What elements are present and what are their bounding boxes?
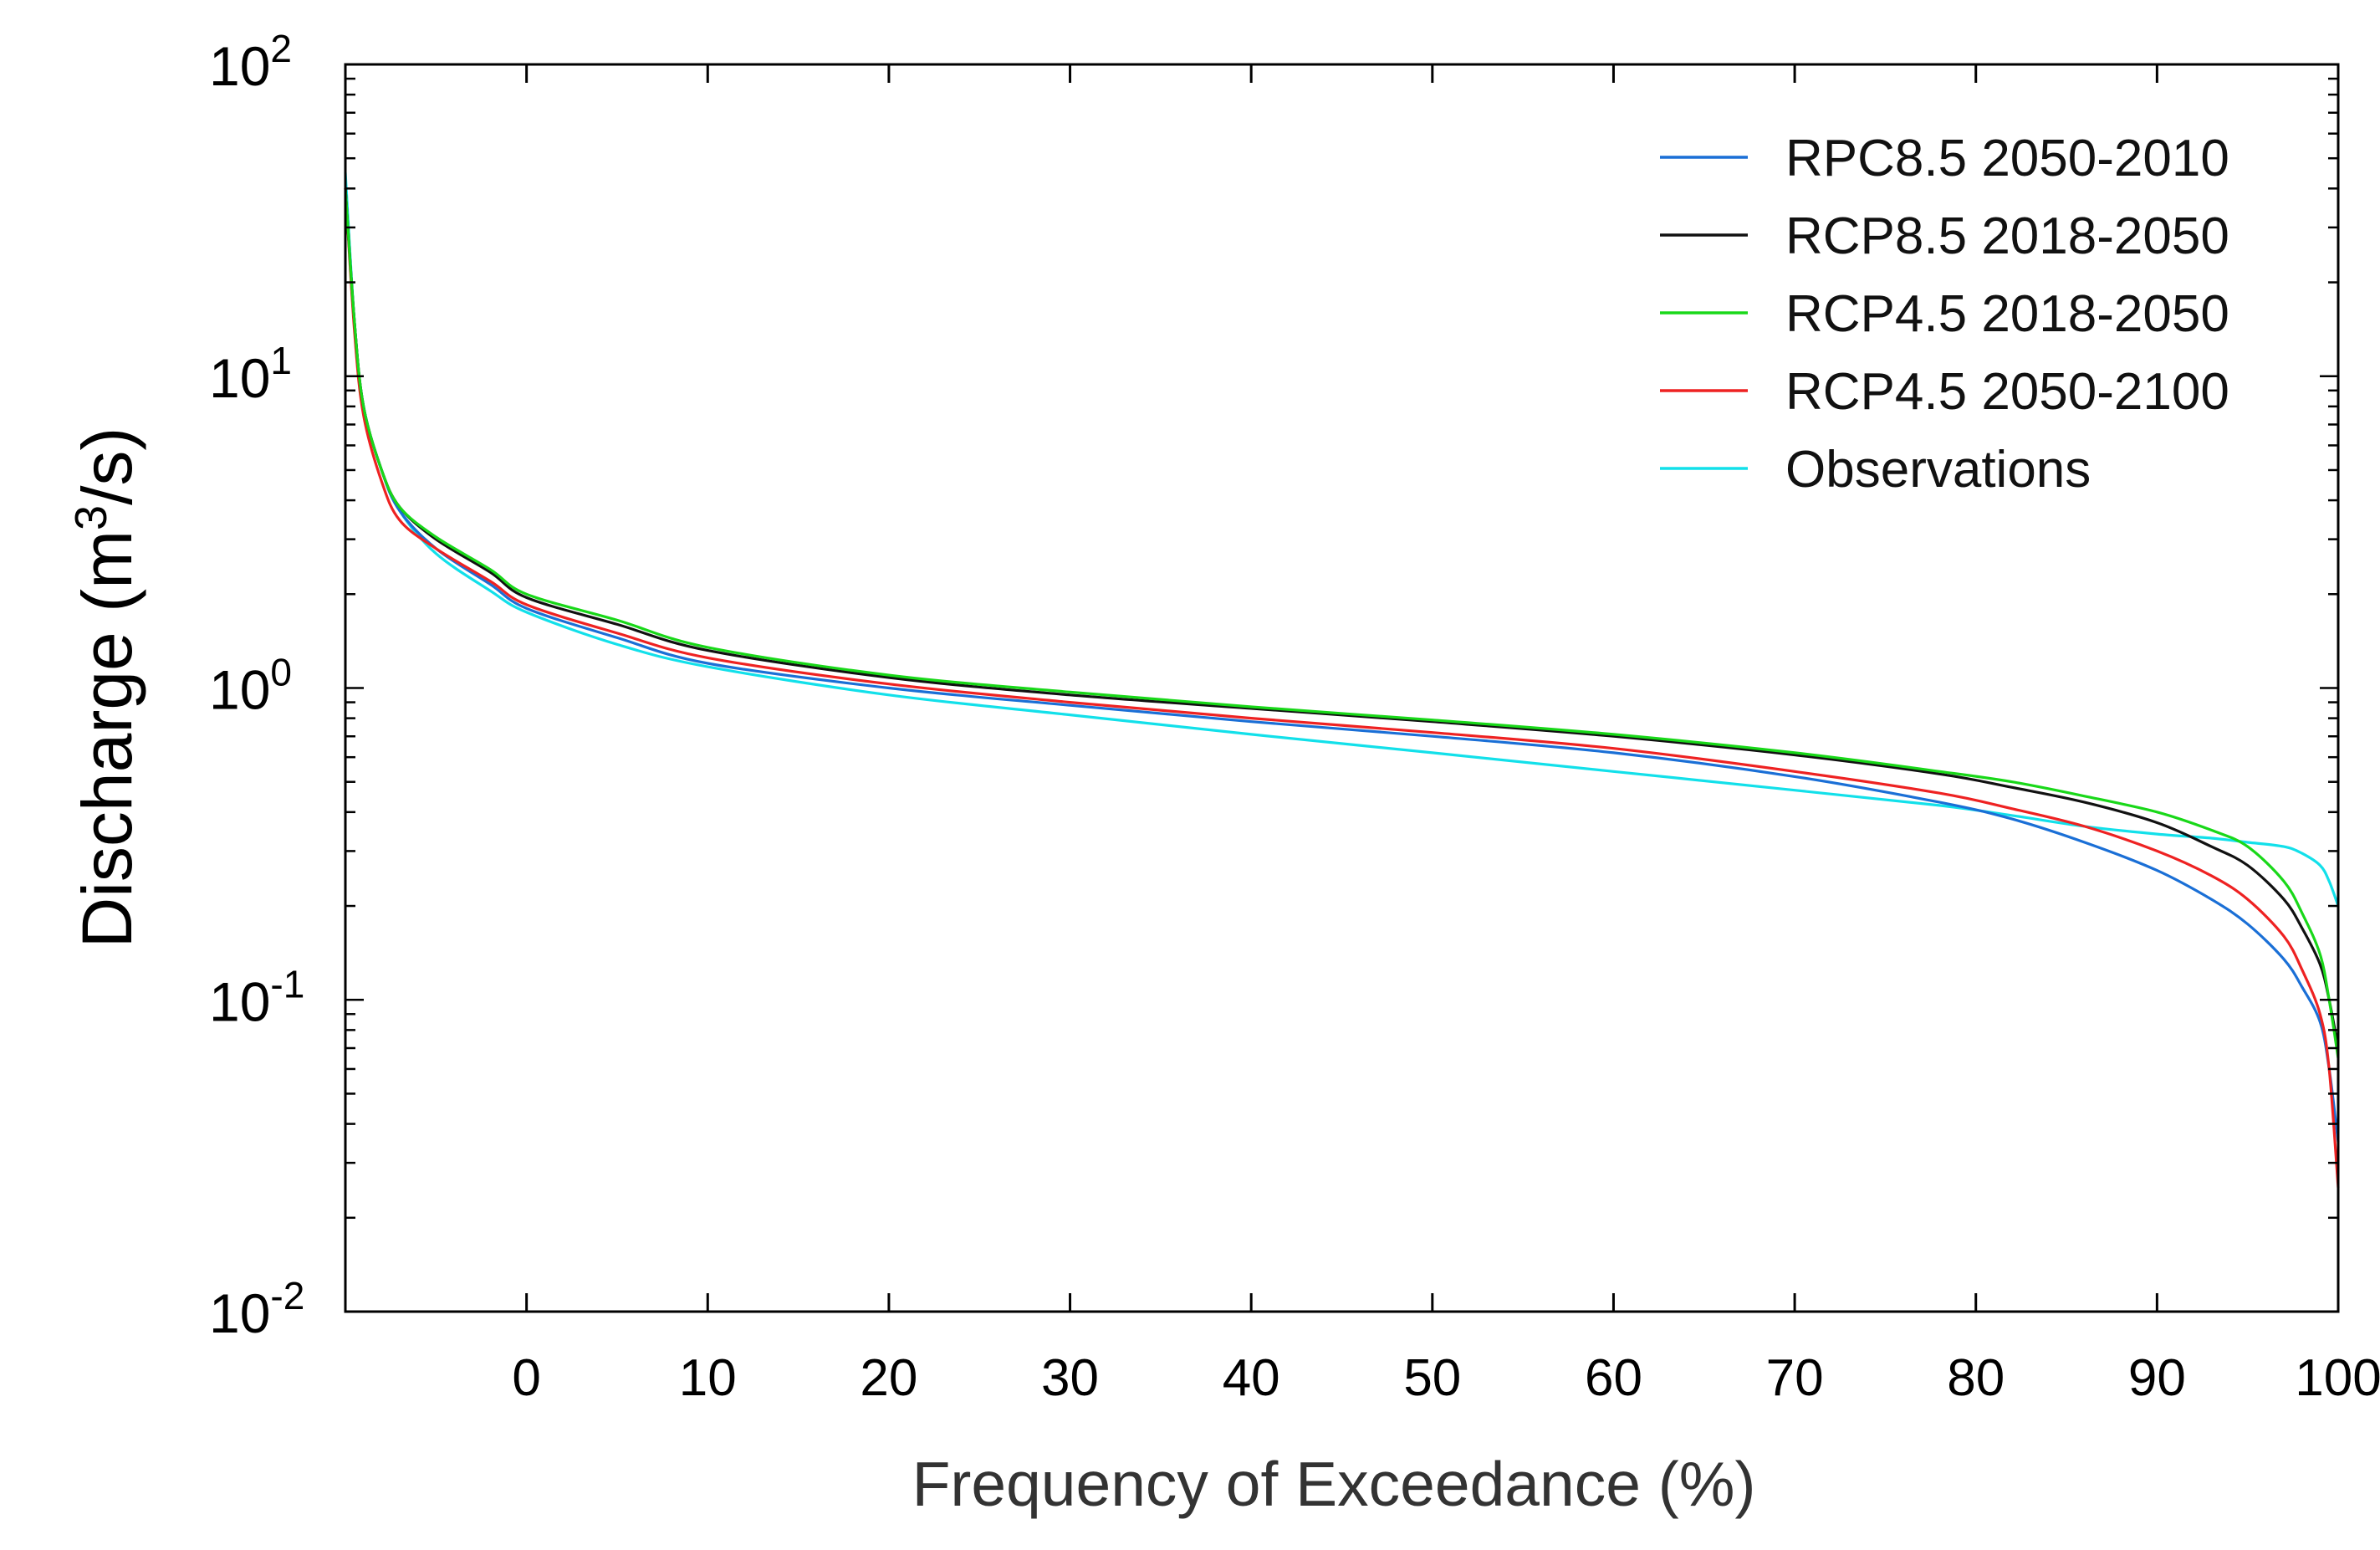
legend-label-2: RCP8.5 2018-2050 (1785, 207, 2229, 265)
x-axis-label: Frequency of Exceedance (%) (912, 1449, 1756, 1519)
legend-label-1: RPC8.5 2050-2010 (1785, 130, 2229, 187)
series-line-3 (344, 188, 2340, 1059)
legend-label-4: RCP4.5 2050-2100 (1785, 363, 2229, 421)
legend-label-3: RCP4.5 2018-2050 (1785, 285, 2229, 343)
tick-layer (345, 64, 2340, 1313)
y-tick-label: 10-1 (209, 962, 304, 1032)
y-tick-label: 101 (209, 339, 292, 409)
y-axis-label-prefix: Discharge (m (68, 530, 146, 948)
x-tick-label: 40 (1223, 1349, 1280, 1407)
y-axis-label: Discharge (m3/s) (66, 427, 146, 949)
series-line-1 (344, 188, 2340, 1143)
y-tick-label-exponent: -2 (270, 1274, 304, 1317)
y-axis-label-sup: 3 (66, 505, 116, 530)
y-tick-label-base: 10 (209, 347, 270, 409)
x-tick-label: 10 (679, 1349, 737, 1407)
y-tick-label-exponent: 1 (270, 339, 292, 382)
x-tick-labels: 0 10 20 30 40 50 60 70 80 90 100 (512, 1349, 2380, 1407)
y-tick-label-exponent: -1 (270, 962, 304, 1005)
y-tick-label-base: 10 (209, 1282, 270, 1344)
legend-label-5: Observations (1785, 441, 2091, 499)
y-tick-label-base: 10 (209, 35, 270, 97)
x-tick-label: 30 (1041, 1349, 1099, 1407)
y-tick-label: 102 (209, 27, 292, 97)
y-tick-label-base: 10 (209, 659, 270, 721)
series-line-5 (344, 172, 2340, 907)
x-tick-label: 60 (1585, 1349, 1642, 1407)
x-tick-label: 80 (1947, 1349, 2005, 1407)
x-tick-label: 70 (1766, 1349, 1824, 1407)
series-line-4 (344, 188, 2340, 1188)
y-tick-label: 10-2 (209, 1274, 304, 1344)
x-tick-label: 20 (860, 1349, 917, 1407)
x-tick-label: 50 (1403, 1349, 1461, 1407)
x-tick-label: 0 (512, 1349, 540, 1407)
series-layer (344, 172, 2340, 1188)
y-tick-label-exponent: 0 (270, 651, 292, 694)
legend: RPC8.5 2050-2010 RCP8.5 2018-2050 RCP4.5 2… (1660, 130, 2229, 499)
y-tick-label-exponent: 2 (270, 27, 292, 70)
y-axis-label-suffix: /s) (68, 427, 146, 505)
y-tick-label: 100 (209, 651, 292, 721)
x-tick-label: 90 (2128, 1349, 2186, 1407)
y-tick-label-base: 10 (209, 970, 270, 1032)
x-tick-label: 100 (2295, 1349, 2380, 1407)
